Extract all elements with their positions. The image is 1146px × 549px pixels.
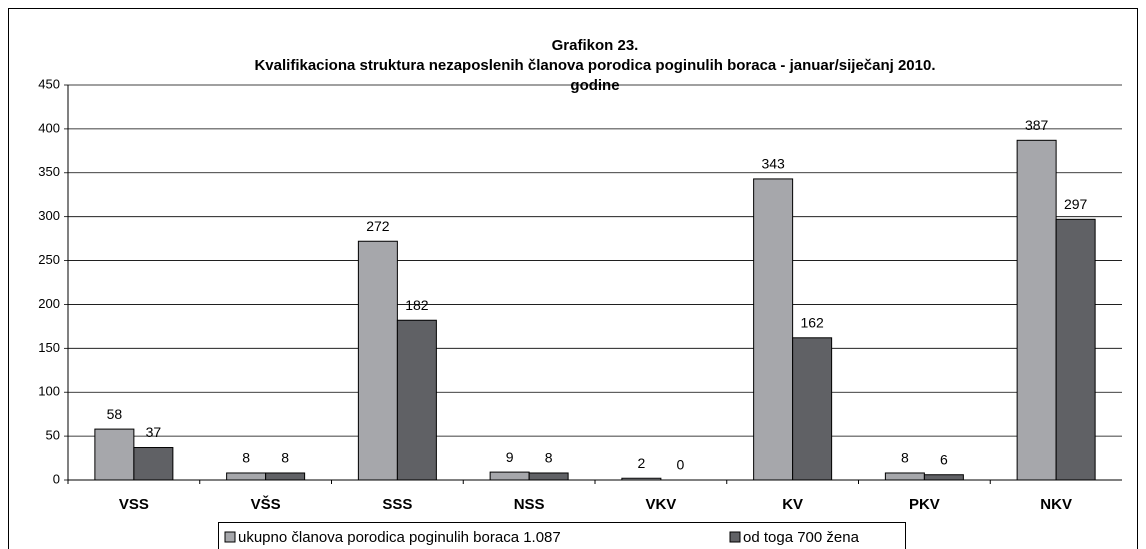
y-tick-label: 250: [38, 252, 60, 267]
chart-title: Kvalifikaciona struktura nezaposlenih čl…: [254, 57, 935, 74]
legend-label: ukupno članova porodica poginulih boraca…: [238, 529, 561, 546]
y-tick-label: 100: [38, 384, 60, 399]
data-label: 2: [637, 455, 645, 471]
data-label: 37: [146, 424, 162, 440]
y-tick-label: 150: [38, 340, 60, 355]
data-label: 0: [676, 457, 684, 473]
bar: [884, 472, 925, 481]
x-tick-label: KV: [782, 496, 803, 513]
x-tick-label: VSS: [119, 496, 149, 513]
bar: [923, 474, 964, 481]
x-tick-label: VŠS: [251, 495, 281, 513]
chart-border: [8, 8, 1138, 549]
bar: [94, 428, 135, 481]
data-label: 8: [545, 450, 553, 466]
y-tick-label: 300: [38, 208, 60, 223]
data-label: 162: [800, 315, 824, 331]
x-tick-label: PKV: [909, 496, 940, 513]
bar: [528, 472, 569, 481]
bar: [133, 447, 174, 481]
y-tick-label: 350: [38, 164, 60, 179]
bar: [396, 319, 437, 481]
data-label: 182: [405, 297, 429, 313]
data-label: 8: [901, 450, 909, 466]
y-tick-label: 400: [38, 120, 60, 135]
data-label: 8: [281, 450, 289, 466]
x-tick-label: NKV: [1040, 496, 1072, 513]
bar: [226, 472, 267, 481]
data-label: 58: [107, 406, 123, 422]
bar: [489, 471, 530, 481]
bar: [357, 240, 398, 481]
legend-swatch: [729, 531, 741, 543]
bar: [265, 472, 306, 481]
chart-title: godine: [570, 77, 619, 94]
data-label: 297: [1064, 196, 1088, 212]
chart-title: Grafikon 23.: [552, 37, 639, 54]
y-tick-label: 50: [46, 428, 60, 443]
data-label: 272: [366, 218, 390, 234]
legend-label: od toga 700 žena: [743, 529, 860, 546]
bar: [792, 337, 833, 481]
x-tick-label: NSS: [514, 496, 545, 513]
data-label: 8: [242, 450, 250, 466]
y-tick-label: 0: [53, 471, 60, 486]
data-label: 343: [761, 156, 785, 172]
data-label: 387: [1025, 117, 1049, 133]
data-label: 6: [940, 451, 948, 467]
legend-box: [218, 522, 906, 549]
bar: [1055, 218, 1096, 481]
bar: [1016, 139, 1057, 481]
x-tick-label: VKV: [645, 496, 676, 513]
data-label: 9: [506, 449, 514, 465]
y-tick-label: 200: [38, 296, 60, 311]
bar: [753, 178, 794, 481]
legend-swatch: [224, 531, 236, 543]
y-tick-label: 450: [38, 76, 60, 91]
x-tick-label: SSS: [382, 496, 412, 513]
